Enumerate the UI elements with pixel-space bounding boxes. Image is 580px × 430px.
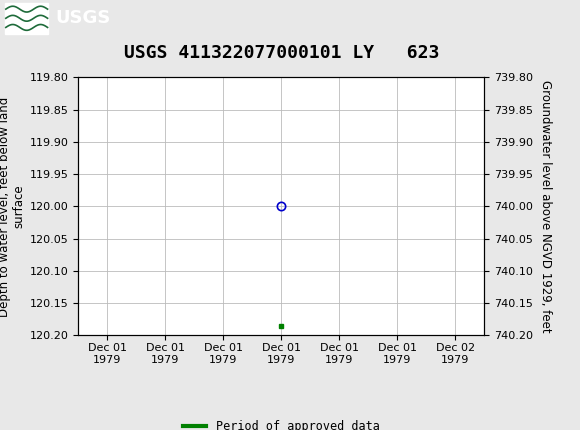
Y-axis label: Groundwater level above NGVD 1929, feet: Groundwater level above NGVD 1929, feet	[539, 80, 552, 333]
FancyBboxPatch shape	[5, 3, 48, 34]
Y-axis label: Depth to water level, feet below land
surface: Depth to water level, feet below land su…	[0, 96, 26, 316]
Text: USGS: USGS	[55, 9, 110, 27]
Text: USGS 411322077000101 LY   623: USGS 411322077000101 LY 623	[124, 44, 439, 62]
Legend: Period of approved data: Period of approved data	[178, 415, 385, 430]
